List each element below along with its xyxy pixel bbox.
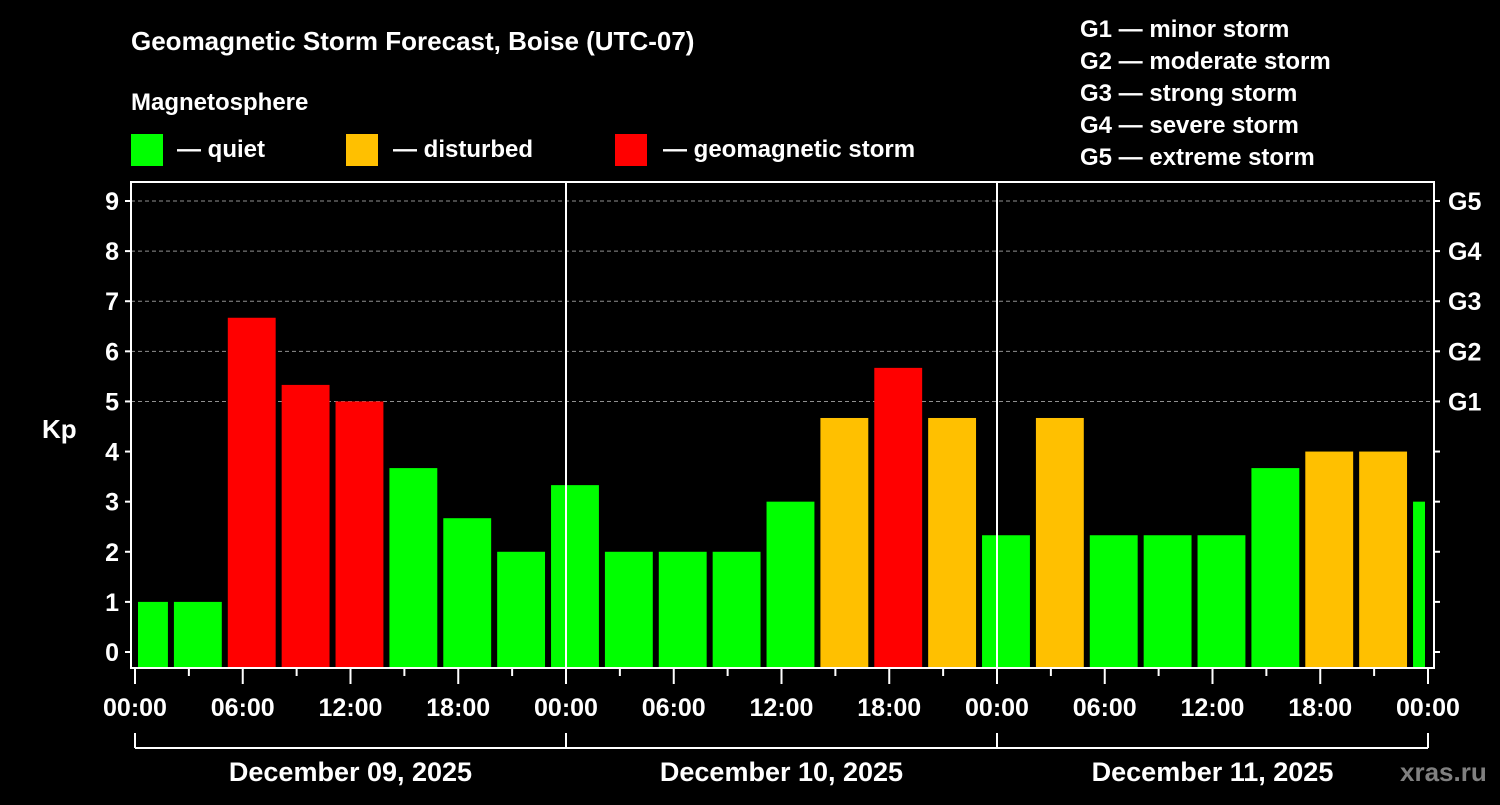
kp-bar — [551, 485, 599, 668]
x-tick-label: 06:00 — [211, 694, 275, 722]
g-scale-label: G4 — [1448, 238, 1481, 266]
x-tick-label: 00:00 — [1396, 694, 1460, 722]
x-tick-label: 18:00 — [1288, 694, 1352, 722]
day-label: December 11, 2025 — [1092, 757, 1334, 787]
x-tick-label: 12:00 — [750, 694, 814, 722]
g-scale-label: G3 — [1448, 288, 1481, 316]
y-tick-label: 5 — [105, 388, 119, 416]
y-tick-label: 0 — [105, 639, 119, 667]
kp-bar — [335, 401, 384, 668]
legend-label-quiet: — quiet — [177, 136, 265, 163]
legend-label-disturbed: — disturbed — [393, 136, 533, 163]
kp-bar — [712, 551, 761, 668]
kp-bar — [1197, 535, 1246, 668]
x-tick-label: 00:00 — [534, 694, 598, 722]
kp-bar — [389, 468, 438, 668]
kp-bar — [1251, 468, 1300, 668]
kp-bar — [173, 601, 222, 668]
kp-bar — [227, 317, 276, 668]
x-tick-label: 06:00 — [1073, 694, 1137, 722]
scale-legend-g3: G3 — strong storm — [1080, 80, 1297, 107]
g-scale-label: G1 — [1448, 388, 1481, 416]
kp-bar — [281, 384, 330, 668]
scale-legend-g2: G2 — moderate storm — [1080, 48, 1331, 75]
kp-bar — [443, 518, 492, 668]
legend-label-storm: — geomagnetic storm — [663, 136, 915, 163]
kp-bar — [138, 601, 168, 668]
y-tick-label: 4 — [105, 439, 119, 467]
x-tick-label: 00:00 — [965, 694, 1029, 722]
kp-bar — [766, 501, 815, 668]
y-axis-label: Kp — [42, 414, 77, 444]
x-tick-label: 00:00 — [103, 694, 167, 722]
y-tick-label: 1 — [105, 589, 119, 617]
x-tick-label: 18:00 — [426, 694, 490, 722]
scale-legend-g5: G5 — extreme storm — [1080, 144, 1315, 171]
kp-bar — [820, 417, 869, 668]
x-tick-label: 12:00 — [319, 694, 383, 722]
y-tick-label: 9 — [105, 188, 119, 216]
kp-bar — [604, 551, 653, 668]
x-tick-label: 12:00 — [1181, 694, 1245, 722]
x-tick-label: 18:00 — [857, 694, 921, 722]
y-tick-label: 3 — [105, 489, 119, 517]
y-tick-label: 8 — [105, 238, 119, 266]
kp-bar — [1359, 451, 1408, 668]
g-scale-label: G2 — [1448, 338, 1481, 366]
y-tick-label: 7 — [105, 288, 119, 316]
legend-swatch-quiet — [131, 134, 163, 166]
x-tick-label: 06:00 — [642, 694, 706, 722]
y-tick-label: 2 — [105, 539, 119, 567]
kp-bar — [1035, 417, 1084, 668]
y-tick-label: 6 — [105, 338, 119, 366]
kp-bar — [1305, 451, 1354, 668]
g-scale-label: G5 — [1448, 188, 1481, 216]
kp-bar — [1089, 535, 1138, 668]
day-label: December 09, 2025 — [229, 757, 472, 787]
kp-bar — [874, 367, 923, 668]
kp-bar — [982, 535, 1030, 668]
chart-title: Geomagnetic Storm Forecast, Boise (UTC-0… — [131, 26, 694, 56]
legend-swatch-storm — [615, 134, 647, 166]
kp-bar — [1413, 501, 1425, 668]
watermark: xras.ru — [1400, 757, 1487, 787]
kp-bar — [497, 551, 546, 668]
scale-legend-g1: G1 — minor storm — [1080, 16, 1289, 43]
scale-legend-g4: G4 — severe storm — [1080, 112, 1299, 139]
kp-bar — [1143, 535, 1192, 668]
legend-swatch-disturbed — [346, 134, 378, 166]
kp-bar — [658, 551, 707, 668]
day-label: December 10, 2025 — [660, 757, 903, 787]
legend-heading: Magnetosphere — [131, 89, 308, 116]
kp-bar — [928, 417, 977, 668]
